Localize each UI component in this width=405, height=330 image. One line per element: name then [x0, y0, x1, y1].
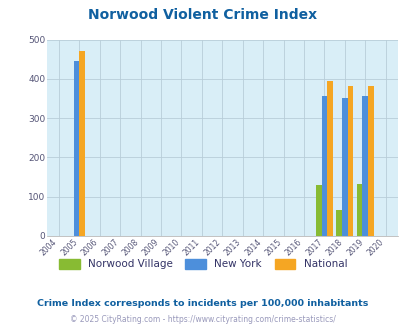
Text: Norwood Violent Crime Index: Norwood Violent Crime Index: [88, 8, 317, 22]
Text: Crime Index corresponds to incidents per 100,000 inhabitants: Crime Index corresponds to incidents per…: [37, 299, 368, 308]
Bar: [79, 51, 85, 236]
Bar: [315, 185, 321, 236]
Bar: [335, 210, 341, 236]
Bar: [326, 81, 332, 236]
Bar: [356, 184, 361, 236]
Bar: [347, 86, 352, 236]
Bar: [73, 61, 79, 236]
Bar: [361, 96, 367, 236]
Bar: [367, 86, 373, 236]
Legend: Norwood Village, New York, National: Norwood Village, New York, National: [54, 255, 351, 274]
Text: © 2025 CityRating.com - https://www.cityrating.com/crime-statistics/: © 2025 CityRating.com - https://www.city…: [70, 315, 335, 324]
Bar: [321, 96, 326, 236]
Bar: [341, 98, 347, 236]
